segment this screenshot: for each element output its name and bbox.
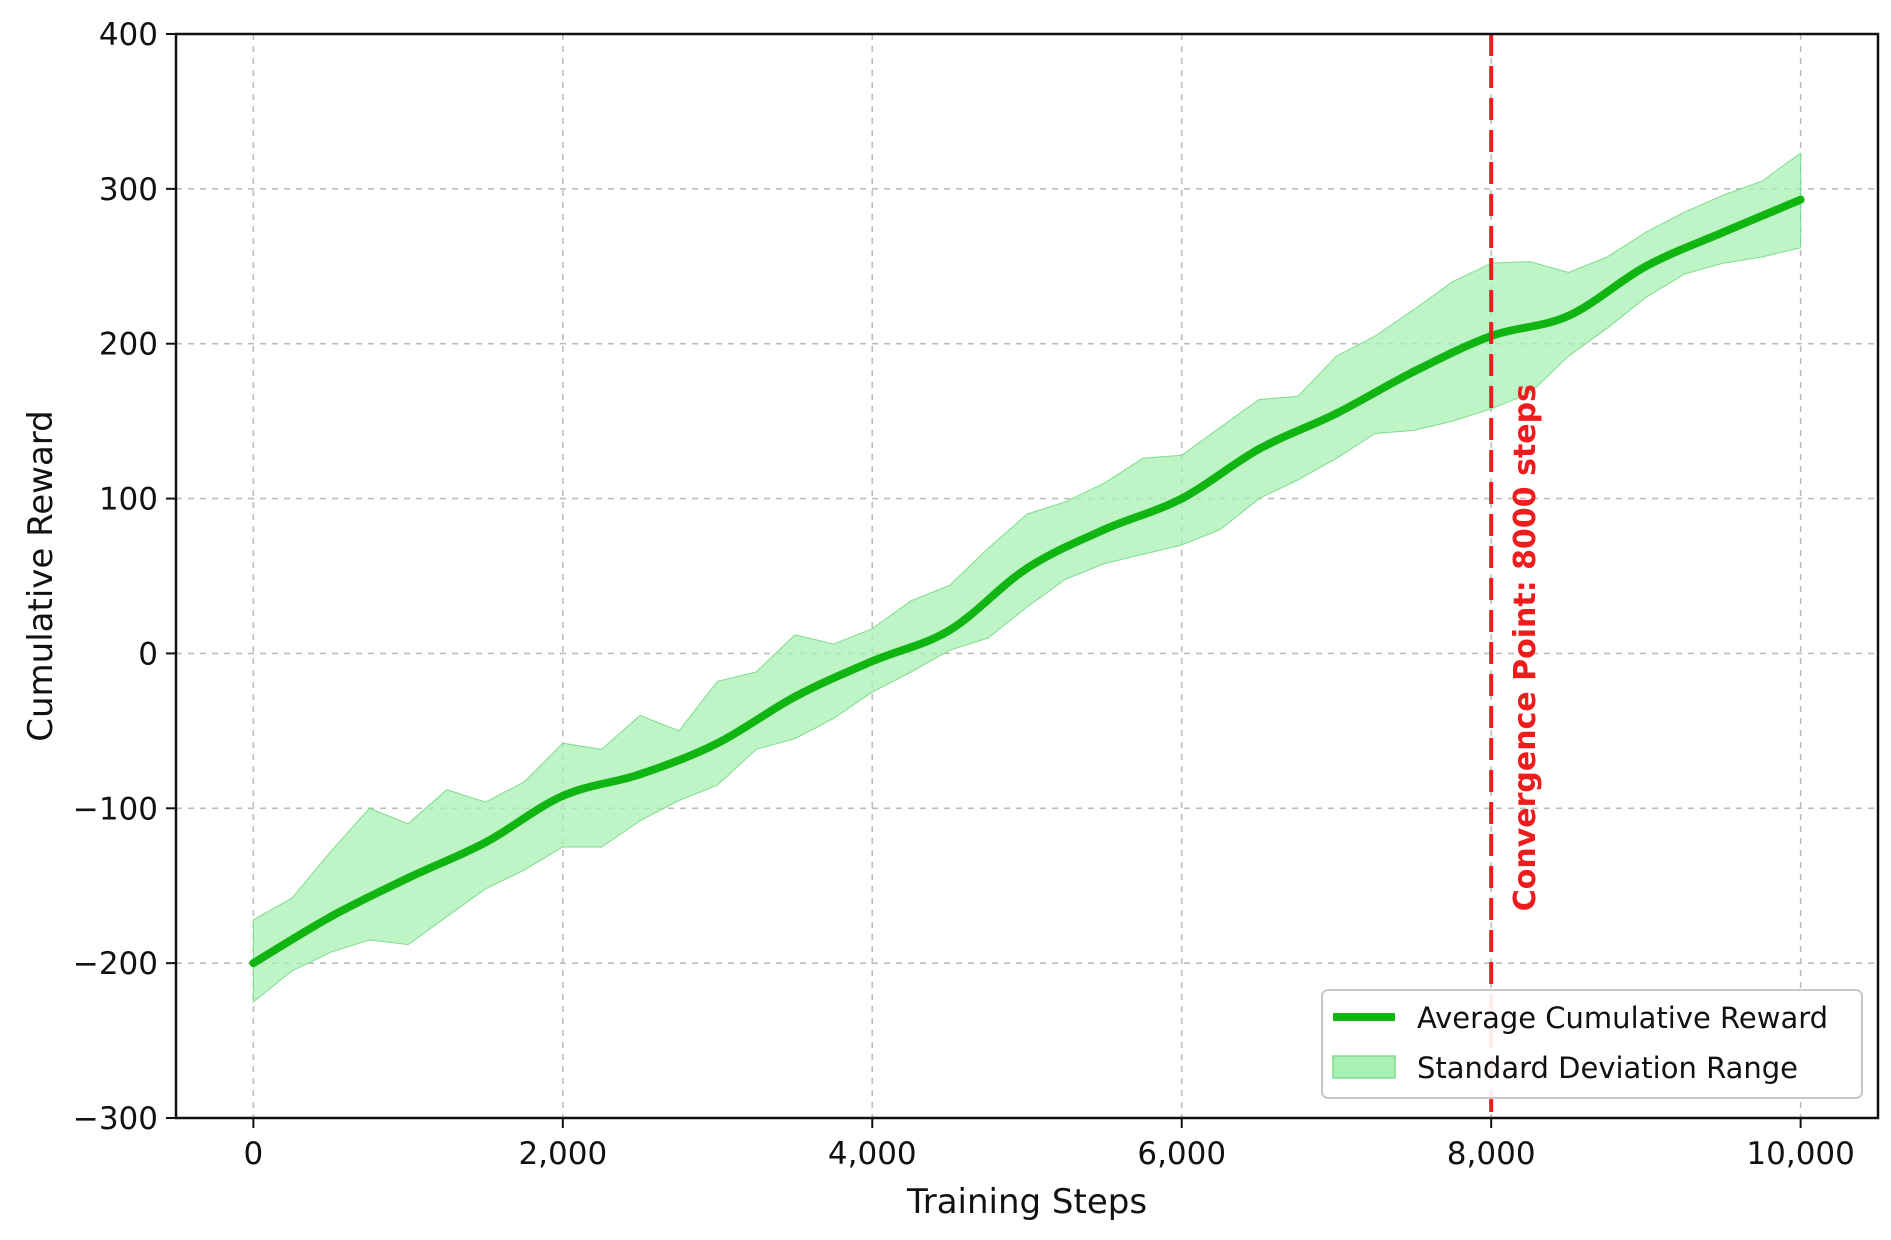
x-tick-label-0: 0 [243,1136,263,1172]
x-tick-label-5: 10,000 [1746,1136,1854,1172]
average-reward-point-5 [636,770,645,779]
average-reward-point-18 [1641,262,1650,271]
average-reward-point-6 [713,739,722,748]
average-reward-point-17 [1564,311,1573,320]
legend-box [1321,989,1863,1099]
average-reward-point-13 [1255,445,1264,453]
plot-frame [174,32,1880,1120]
legend-band-swatch [1332,1055,1396,1079]
y-tick-label-4: 100 [99,482,158,518]
average-reward-point-15 [1409,367,1418,376]
y-tick-label-5: 200 [99,327,158,363]
average-reward-point-14 [1332,409,1341,418]
average-reward-point-20 [1796,195,1805,204]
y-axis-label: Cumulative Reward [21,410,61,741]
y-tick-label-0: −300 [73,1101,158,1137]
x-tick-label-4: 8,000 [1447,1136,1536,1172]
y-tick-label-1: −200 [73,946,158,982]
std-deviation-band [252,152,1802,1003]
legend-label-average: Average Cumulative Reward [1417,1001,1828,1035]
x-axis-label: Training Steps [906,1182,1147,1222]
average-reward-point-12 [1177,494,1186,503]
average-reward-point-0 [249,959,258,968]
average-reward-point-11 [1100,525,1109,534]
y-axis-ticks: −300 −200 −100 0 100 200 300 400 [73,17,176,1137]
average-reward-point-4 [558,791,567,800]
x-tick-label-3: 6,000 [1137,1136,1226,1172]
y-tick-label-6: 300 [99,172,158,208]
average-reward-point-8 [868,657,877,666]
average-reward-points [249,195,1805,968]
convergence-label: Convergence Point: 8000 steps [1508,384,1543,911]
y-tick-label-7: 400 [99,17,158,53]
average-reward-point-9 [945,626,954,635]
legend: Average Cumulative Reward Standard Devia… [1321,989,1863,1099]
average-reward-point-1 [326,912,335,921]
legend-label-std: Standard Deviation Range [1417,1051,1798,1085]
x-tick-label-2: 4,000 [828,1136,917,1172]
average-reward-point-10 [1023,564,1031,573]
y-tick-label-2: −100 [73,791,158,827]
x-axis-ticks: 0 2,000 4,000 6,000 8,000 10,000 [243,1118,1855,1172]
average-reward-point-19 [1719,228,1728,237]
average-reward-point-7 [790,692,799,701]
y-tick-label-3: 0 [138,636,158,672]
average-reward-point-2 [404,874,413,882]
average-reward-point-3 [481,838,490,847]
x-tick-label-1: 2,000 [518,1136,607,1172]
